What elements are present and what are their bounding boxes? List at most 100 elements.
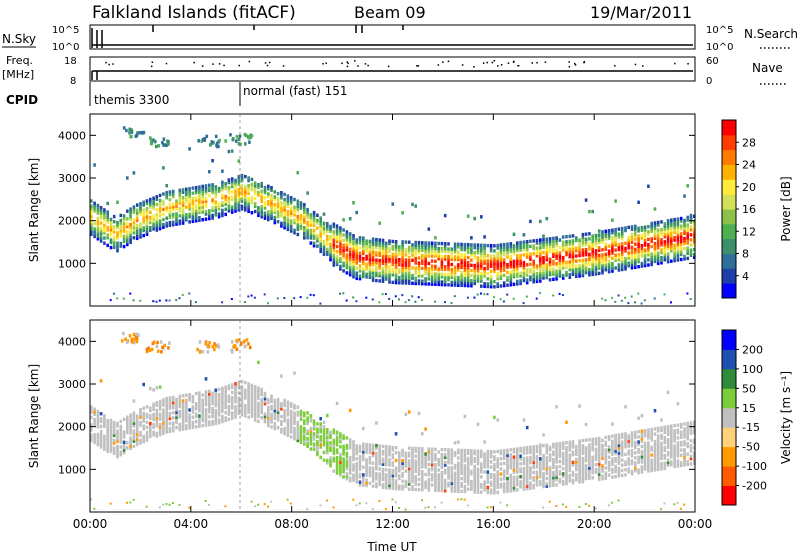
echo-cell [643,240,647,245]
echo-cell [417,452,421,456]
echo-cell [673,223,676,227]
echo-cell [670,246,673,251]
echo-cell [257,211,260,215]
echo-cell [129,240,132,245]
echo-cell [473,253,476,257]
echo-cell [99,445,103,449]
echo-cell [204,189,208,193]
echo-cell [611,243,614,248]
echo-cell [443,244,447,248]
echo-cell [280,422,283,426]
echo-cell [96,224,100,228]
echo-cell [394,446,398,450]
echo-cell [260,398,263,402]
echo-cell [253,197,257,201]
echo-cell [316,445,319,449]
echo-cell [99,234,103,238]
echo-cell [342,434,345,438]
echo-cell [303,231,306,235]
echo-cell [398,260,401,264]
echo-cell [99,432,103,436]
echo-cell [434,452,437,457]
echo-cell [689,251,693,255]
echo-cell [335,257,339,262]
echo-cell [502,268,506,272]
echo-cell [673,228,676,232]
echo-cell [122,229,126,233]
echo-cell [217,418,221,422]
echo-cell [424,277,427,281]
echo-cell [322,229,326,233]
echo-cell [414,266,417,270]
echo-cell [152,204,155,208]
echo-cell [106,436,109,441]
echo-cell [404,258,408,262]
echo-cell [391,468,395,473]
nave-dot [387,65,390,68]
echo-cell [381,472,385,477]
echo-cell [289,435,293,439]
echo-cell [270,407,273,411]
echo-cell [234,407,237,412]
echo-cell [679,237,683,241]
echo-cell [584,268,588,272]
echo-cell [126,224,129,229]
echo-cell [348,458,352,463]
echo-cell [152,214,155,218]
echo-cell [306,213,309,217]
echo-cell [139,225,142,229]
echo-cell [93,222,96,226]
echo-cell [185,393,188,397]
echo-cell [394,247,398,251]
echo-cell [198,422,201,426]
echo-cell [214,192,218,197]
echo-cell [224,187,227,191]
echo-cell [116,220,119,225]
echo-cell [244,404,247,408]
echo-cell [339,236,342,240]
echo-cell [620,473,624,478]
echo-cell [525,481,529,486]
echo-cell [414,464,417,469]
echo-cell [158,404,162,409]
echo-cell [99,424,103,429]
cpid-segment-1: themis 3300 [94,93,169,107]
echo-cell [637,247,640,251]
echo-cell [303,434,306,438]
echo-cell [384,462,388,467]
echo-cell [499,253,503,257]
echo-cell [198,393,201,398]
echo-cell [414,480,417,484]
echo-cell [283,218,286,222]
echo-cell [601,232,604,237]
echo-cell [565,476,568,481]
echo-cell [247,384,250,389]
echo-cell [447,471,450,475]
echo-cell [427,467,431,472]
echo-cell [312,223,316,228]
echo-cell [185,403,188,408]
echo-cell [368,473,372,478]
echo-cell [476,449,480,453]
echo-cell [539,269,542,273]
echo-cell [378,251,381,255]
echo-cell [342,228,345,232]
echo-cell [430,274,434,279]
echo-cell [224,395,227,400]
echo-cell [417,246,421,250]
echo-cell [276,212,280,216]
echo-cell [352,463,355,467]
echo-cell [529,219,532,224]
echo-cell [499,271,503,275]
echo-cell [122,440,126,444]
echo-cell [545,255,549,259]
echo-cell [506,278,509,282]
echo-cell [535,475,539,479]
echo-cell [286,413,290,417]
nave-dot [614,65,616,67]
echo-cell [588,443,591,447]
echo-cell [293,213,296,217]
echo-cell [335,237,339,241]
echo-cell [270,188,273,192]
echo-cell [460,448,463,453]
